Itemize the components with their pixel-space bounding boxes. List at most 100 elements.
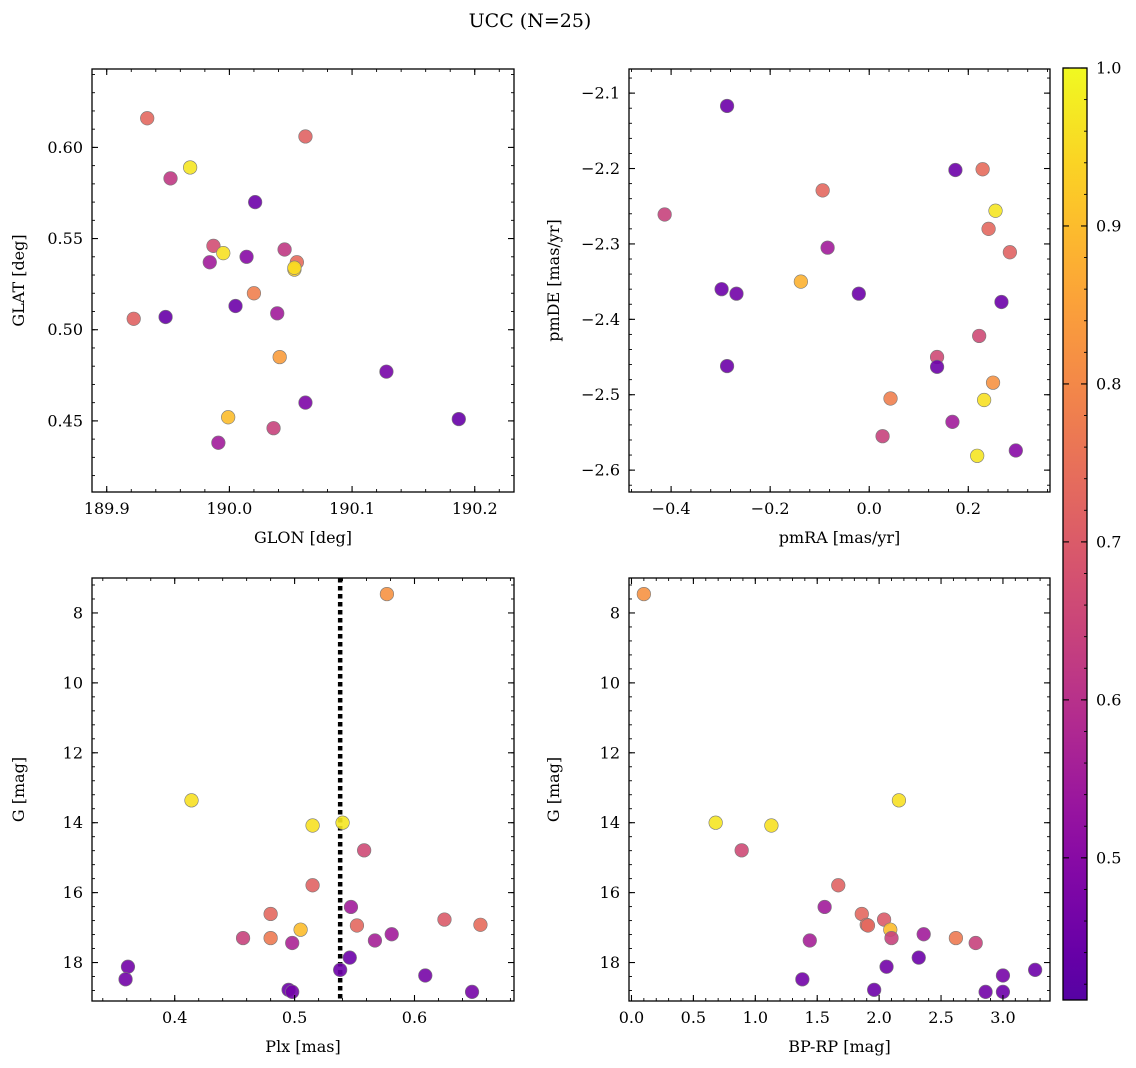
colorbar-tick-label: 0.9 [1096, 216, 1121, 235]
point-plx-g-11 [349, 918, 365, 933]
point-cmd-19 [795, 972, 810, 987]
point-cmd-14 [948, 930, 963, 946]
point-glon-glat-13 [126, 311, 141, 326]
xtick-label-pm: −0.4 [652, 499, 691, 518]
point-glon-glat-20 [298, 395, 313, 410]
point-glon-glat-5 [206, 238, 221, 253]
ytick-label-pm: −2.3 [581, 234, 620, 253]
point-pm-5 [657, 207, 672, 222]
ytick-label-plx-g: 18 [63, 953, 83, 972]
point-cmd-17 [879, 959, 894, 974]
points-glon-glat [126, 111, 466, 450]
point-plx-g-20 [333, 962, 348, 977]
point-glon-glat-17 [272, 349, 287, 365]
colorbar-tick-label: 1.0 [1096, 59, 1121, 78]
point-glon-glat-16 [270, 306, 285, 321]
point-pm-13 [994, 294, 1009, 310]
frame-plx-g [91, 577, 515, 1002]
point-glon-glat-6 [216, 246, 231, 261]
point-pm-1 [948, 162, 963, 178]
point-glon-glat-21 [221, 410, 236, 425]
point-plx-g-19 [342, 950, 357, 965]
xtick-label-pm: 0.2 [956, 499, 981, 518]
point-plx-g-23 [285, 984, 300, 1000]
frame-pm [628, 68, 1051, 493]
point-cmd-13 [884, 930, 899, 946]
point-cmd-2 [764, 818, 779, 833]
point-cmd-6 [817, 899, 832, 915]
ytick-label-cmd: 18 [600, 953, 620, 972]
panel-plx-g: 0.4 0.5 0.6 8 10 12 14 16 18 Plx [mas] G [mag] [9, 577, 515, 1056]
point-cmd-21 [995, 968, 1011, 983]
point-cmd-20 [867, 982, 882, 997]
point-cmd-15 [968, 935, 983, 951]
point-plx-g-0 [379, 586, 395, 602]
point-pm-3 [988, 203, 1003, 218]
ylabel-cmd: G [mag] [544, 757, 563, 822]
xtick-label-glon-glat: 190.0 [206, 499, 252, 518]
ylabel-pm: pmDE [mas/yr] [544, 219, 563, 342]
colorbar-tick-label: 0.8 [1096, 374, 1121, 393]
xlabel-glon-glat: GLON [deg] [254, 528, 352, 547]
point-pm-18 [883, 391, 898, 406]
xtick-label-cmd: 1.5 [804, 1008, 829, 1027]
xtick-label-glon-glat: 189.9 [84, 499, 130, 518]
xtick-label-cmd: 1.0 [743, 1008, 768, 1027]
point-pm-4 [815, 183, 830, 198]
point-glon-glat-23 [211, 435, 226, 450]
ylabel-glon-glat: GLAT [deg] [9, 234, 28, 326]
point-glon-glat-12 [246, 286, 262, 301]
panel-glon-glat: 189.9 190.0 190.1 190.2 0.45 0.50 0.55 0.60 GLON… [9, 68, 515, 547]
point-plx-g-1 [184, 793, 199, 808]
point-plx-g-21 [418, 968, 433, 983]
point-pm-8 [820, 240, 835, 255]
xtick-label-pm: −0.2 [751, 499, 790, 518]
point-pm-9 [714, 282, 729, 297]
point-glon-glat-9 [202, 255, 217, 270]
xtick-label-pm: 0.0 [856, 499, 881, 518]
colorbar-tick-label: 0.5 [1096, 848, 1121, 867]
point-cmd-1 [708, 815, 723, 830]
point-plx-g-2 [305, 818, 320, 833]
point-pm-16 [929, 359, 945, 374]
point-glon-glat-19 [451, 411, 466, 427]
point-pm-10 [729, 286, 744, 301]
colorbar-frame [1062, 67, 1088, 1001]
ytick-label-pm: −2.4 [581, 310, 620, 329]
ytick-label-pm: −2.2 [581, 159, 620, 178]
point-plx-g-10 [473, 917, 488, 932]
points-pm [657, 98, 1023, 463]
ytick-label-pm: −2.1 [581, 84, 620, 103]
point-glon-glat-2 [298, 129, 313, 144]
point-cmd-16 [802, 933, 817, 948]
point-glon-glat-8 [239, 249, 254, 264]
point-plx-g-8 [293, 922, 308, 937]
ytick-label-cmd: 12 [600, 743, 620, 762]
colorbar-tick-label: 0.7 [1096, 532, 1121, 551]
point-plx-g-5 [305, 878, 320, 893]
colorbar-tick-label: 0.6 [1096, 690, 1121, 709]
point-pm-0 [719, 98, 735, 114]
point-plx-g-18 [118, 972, 133, 987]
point-pm-21 [945, 414, 960, 429]
point-plx-g-3 [335, 815, 350, 830]
xtick-label-cmd: 2.5 [928, 1008, 953, 1027]
point-glon-glat-1 [183, 160, 198, 175]
point-pm-6 [981, 221, 996, 236]
ytick-label-plx-g: 10 [63, 673, 83, 692]
colorbar-gradient [1063, 68, 1087, 1000]
point-glon-glat-7 [277, 242, 292, 257]
points-plx-g [118, 586, 488, 1000]
point-glon-glat-22 [266, 421, 281, 436]
ylabel-plx-g: G [mag] [9, 757, 28, 822]
point-plx-g-24 [464, 984, 480, 1000]
ytick-label-pm: −2.6 [581, 461, 620, 480]
point-cmd-0 [636, 586, 651, 602]
ytick-label-cmd: 8 [610, 603, 620, 622]
point-plx-g-17 [120, 959, 136, 974]
ytick-label-plx-g: 16 [63, 883, 83, 902]
point-plx-g-9 [437, 912, 452, 927]
point-plx-g-12 [235, 930, 251, 946]
point-pm-23 [1008, 443, 1023, 458]
point-cmd-12 [916, 927, 931, 942]
